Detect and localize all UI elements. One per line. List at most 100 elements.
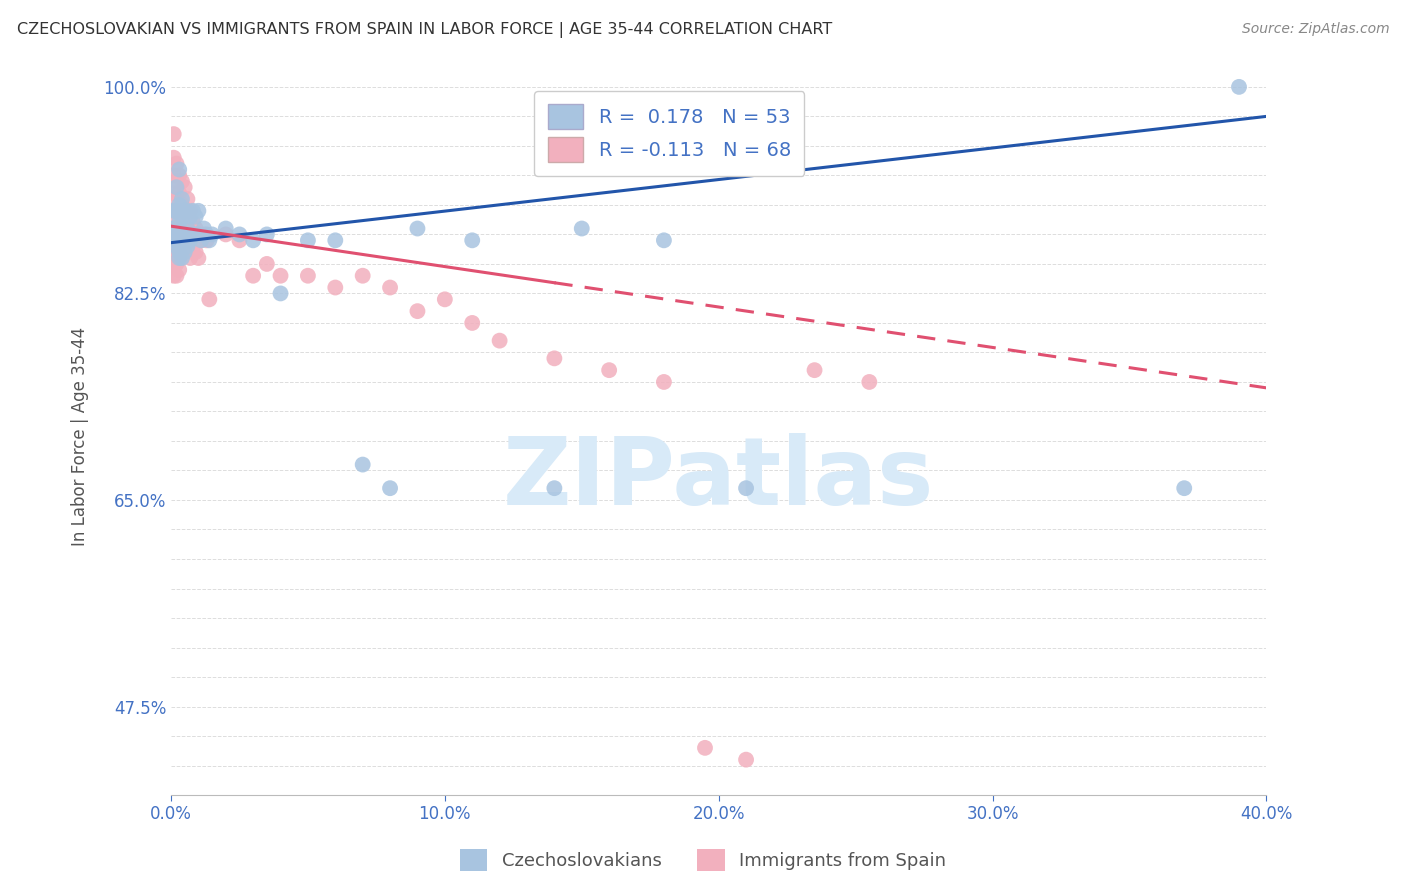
Point bbox=[163, 221, 186, 235]
Point bbox=[198, 233, 221, 247]
Point bbox=[179, 210, 201, 224]
Point bbox=[270, 286, 292, 301]
Point bbox=[166, 227, 188, 242]
Point bbox=[190, 233, 212, 247]
Point bbox=[323, 280, 346, 294]
Point bbox=[270, 268, 292, 283]
Point bbox=[176, 221, 198, 235]
Point bbox=[166, 210, 188, 224]
Point bbox=[167, 169, 190, 183]
Point bbox=[173, 203, 195, 218]
Point bbox=[198, 293, 221, 307]
Point bbox=[184, 227, 207, 242]
Point bbox=[166, 192, 188, 206]
Point bbox=[170, 192, 193, 206]
Point bbox=[166, 174, 188, 188]
Point bbox=[176, 203, 198, 218]
Point bbox=[187, 227, 209, 242]
Point bbox=[167, 262, 190, 277]
Point bbox=[163, 257, 186, 271]
Point bbox=[166, 203, 188, 218]
Point bbox=[352, 268, 374, 283]
Point bbox=[184, 245, 207, 260]
Text: CZECHOSLOVAKIAN VS IMMIGRANTS FROM SPAIN IN LABOR FORCE | AGE 35-44 CORRELATION : CZECHOSLOVAKIAN VS IMMIGRANTS FROM SPAIN… bbox=[17, 22, 832, 38]
Point bbox=[181, 216, 204, 230]
Point bbox=[173, 227, 195, 242]
Point bbox=[378, 481, 401, 495]
Text: Source: ZipAtlas.com: Source: ZipAtlas.com bbox=[1241, 22, 1389, 37]
Point bbox=[170, 198, 193, 212]
Point bbox=[187, 227, 209, 242]
Point bbox=[803, 363, 825, 377]
Point bbox=[167, 251, 190, 265]
Text: ZIPatlas: ZIPatlas bbox=[503, 434, 935, 525]
Point bbox=[461, 233, 484, 247]
Point bbox=[378, 280, 401, 294]
Point bbox=[858, 375, 880, 389]
Point bbox=[170, 221, 193, 235]
Point bbox=[166, 257, 188, 271]
Point bbox=[163, 233, 186, 247]
Point bbox=[176, 239, 198, 253]
Point bbox=[1173, 481, 1195, 495]
Point bbox=[195, 227, 218, 242]
Point bbox=[179, 227, 201, 242]
Point bbox=[1227, 79, 1250, 94]
Point bbox=[735, 753, 758, 767]
Point bbox=[323, 233, 346, 247]
Point bbox=[652, 233, 675, 247]
Point bbox=[167, 162, 190, 177]
Point bbox=[167, 203, 190, 218]
Point bbox=[170, 210, 193, 224]
Point bbox=[166, 180, 188, 194]
Point bbox=[176, 192, 198, 206]
Point bbox=[228, 227, 250, 242]
Point bbox=[166, 245, 188, 260]
Point bbox=[461, 316, 484, 330]
Point bbox=[571, 221, 593, 235]
Point bbox=[297, 233, 319, 247]
Point bbox=[181, 227, 204, 242]
Point bbox=[543, 351, 565, 366]
Point bbox=[167, 198, 190, 212]
Point bbox=[543, 481, 565, 495]
Point bbox=[167, 239, 190, 253]
Point bbox=[167, 227, 190, 242]
Point bbox=[735, 481, 758, 495]
Point bbox=[242, 268, 264, 283]
Point bbox=[163, 221, 186, 235]
Point bbox=[167, 251, 190, 265]
Point bbox=[176, 216, 198, 230]
Point bbox=[163, 268, 186, 283]
Point bbox=[187, 203, 209, 218]
Legend: R =  0.178   N = 53, R = -0.113   N = 68: R = 0.178 N = 53, R = -0.113 N = 68 bbox=[534, 91, 804, 176]
Point bbox=[170, 227, 193, 242]
Point bbox=[215, 227, 238, 242]
Point bbox=[170, 251, 193, 265]
Point bbox=[352, 458, 374, 472]
Point bbox=[488, 334, 510, 348]
Point bbox=[163, 233, 186, 247]
Point bbox=[167, 216, 190, 230]
Point bbox=[173, 203, 195, 218]
Point bbox=[187, 251, 209, 265]
Point bbox=[163, 169, 186, 183]
Point bbox=[406, 304, 429, 318]
Point bbox=[166, 227, 188, 242]
Point bbox=[256, 257, 278, 271]
Point bbox=[193, 227, 215, 242]
Point bbox=[176, 239, 198, 253]
Point bbox=[184, 221, 207, 235]
Point bbox=[215, 221, 238, 235]
Point bbox=[163, 186, 186, 200]
Point bbox=[179, 251, 201, 265]
Point bbox=[163, 151, 186, 165]
Point bbox=[228, 233, 250, 247]
Point bbox=[181, 245, 204, 260]
Point bbox=[173, 227, 195, 242]
Point bbox=[167, 186, 190, 200]
Point bbox=[166, 156, 188, 170]
Point bbox=[201, 227, 224, 242]
Point bbox=[179, 233, 201, 247]
Point bbox=[173, 180, 195, 194]
